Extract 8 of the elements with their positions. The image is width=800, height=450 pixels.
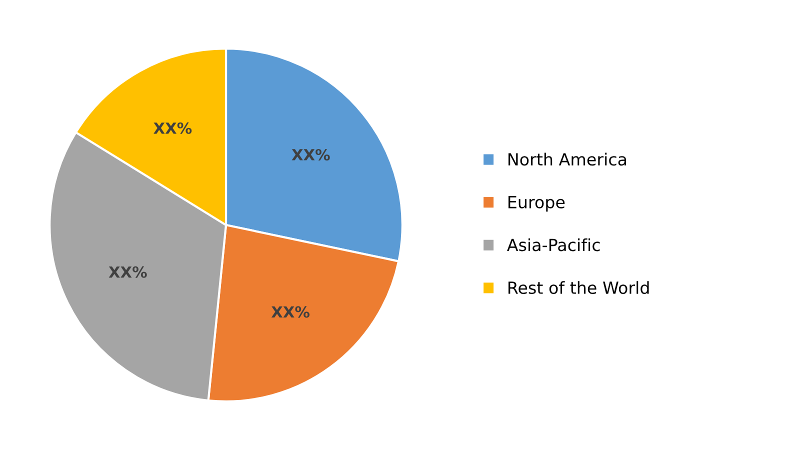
legend-label: Rest of the World: [508, 281, 649, 294]
data-label: XX%: [154, 122, 192, 134]
data-label: XX%: [108, 266, 147, 278]
legend-label: North America: [508, 152, 626, 166]
legend-label: Asia-Pacific: [507, 238, 600, 252]
data-label: XX%: [292, 148, 330, 161]
data-label: XX%: [271, 306, 310, 318]
legend-label: Europe: [508, 196, 565, 212]
